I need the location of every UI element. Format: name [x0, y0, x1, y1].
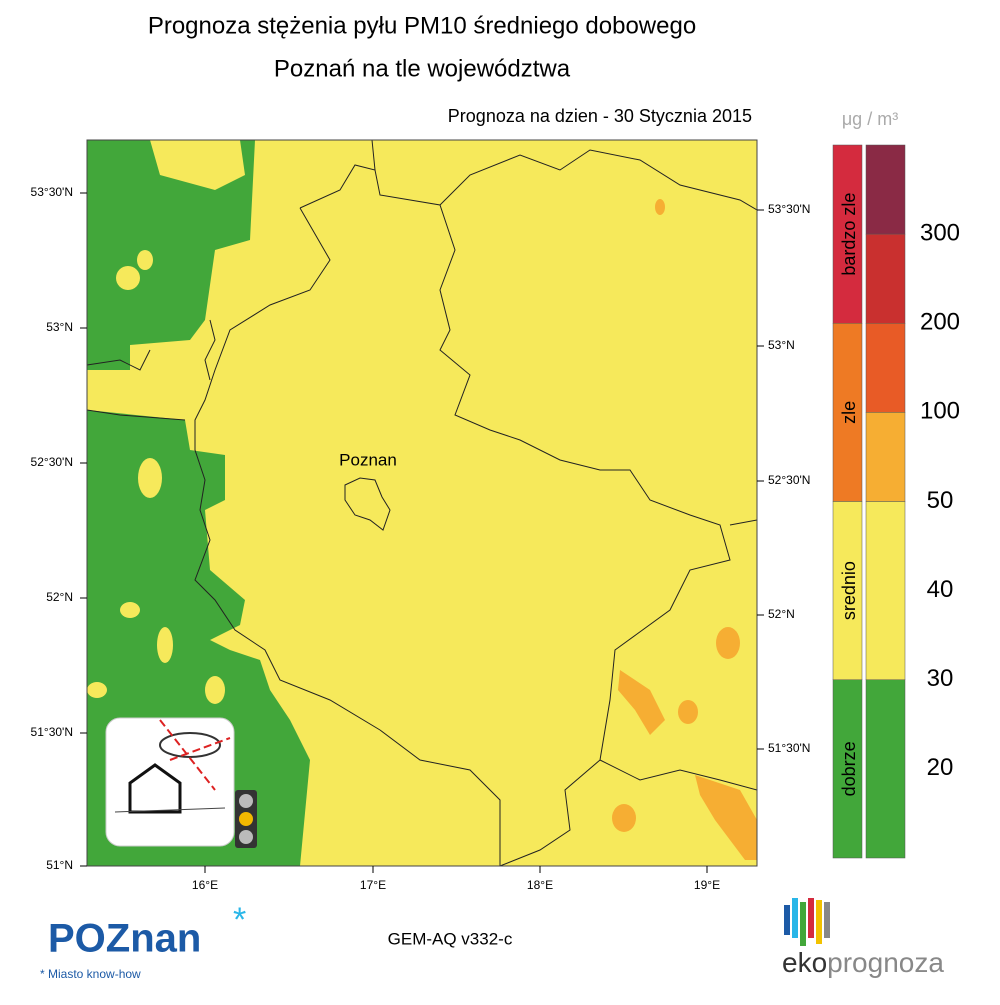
legend-scale-value: 50 — [927, 487, 954, 514]
icon-box — [105, 717, 235, 847]
logo-asterisk: * — [233, 901, 246, 939]
lat-label-right: 53°30'N — [768, 202, 810, 216]
lat-label-left: 51°N — [46, 858, 73, 872]
legend-category-label: bardzo zle — [839, 193, 859, 276]
lat-label-right: 52°30'N — [768, 473, 810, 487]
legend: μg / m³ bardzo zle zle srednio dobrze 300 200… — [832, 109, 960, 859]
legend-scale-value: 40 — [927, 576, 954, 603]
legend-scale-band — [865, 233, 906, 324]
lat-label-right: 51°30'N — [768, 741, 810, 755]
legend-scale-value: 30 — [927, 665, 954, 692]
legend-unit: μg / m³ — [842, 109, 898, 129]
legend-category-label: srednio — [839, 561, 859, 620]
legend-scale-band — [865, 412, 906, 502]
traffic-light — [235, 790, 257, 848]
legend-category — [832, 144, 863, 324]
lat-label-right: 53°N — [768, 338, 795, 352]
legend-scale-band — [865, 323, 906, 413]
logo-left: POZnan — [48, 917, 201, 961]
map: Poznan — [86, 139, 758, 867]
logo-right: ekoprognoza — [782, 947, 944, 978]
lon-label: 16°E — [192, 878, 218, 892]
date-label: Prognoza na dzien - 30 Stycznia 2015 — [448, 106, 752, 126]
lat-label-left: 53°30'N — [31, 185, 73, 199]
city-label: Poznan — [339, 450, 397, 469]
lon-label: 18°E — [527, 878, 553, 892]
lon-label: 19°E — [694, 878, 720, 892]
legend-scale-value: 100 — [920, 398, 960, 425]
legend-category-label: dobrze — [839, 741, 859, 796]
lat-label-right: 52°N — [768, 607, 795, 621]
lat-label-left: 52°30'N — [31, 455, 73, 469]
legend-scale-value: 200 — [920, 309, 960, 336]
logo-prognoza: prognoza — [827, 947, 944, 978]
logo-eko: eko — [782, 947, 827, 978]
footer: POZnan * * Miasto know-how GEM-AQ v332-c… — [40, 898, 944, 981]
title: Prognoza stężenia pyłu PM10 średniego do… — [148, 12, 696, 39]
legend-category — [832, 323, 863, 502]
legend-scale-band — [865, 679, 906, 859]
lat-label-left: 52°N — [46, 590, 73, 604]
legend-category-label: zle — [839, 401, 859, 424]
lat-label-left: 51°30'N — [31, 725, 73, 739]
logo-bars — [784, 898, 830, 946]
legend-scale-band — [865, 144, 906, 235]
legend-category — [832, 679, 863, 859]
legend-scale-value: 20 — [927, 754, 954, 781]
legend-scale-value: 300 — [920, 219, 960, 246]
legend-category — [832, 501, 863, 680]
model-label: GEM-AQ v332-c — [388, 929, 513, 948]
lon-label: 17°E — [360, 878, 386, 892]
legend-scale-band — [865, 501, 906, 680]
logo-tagline: * Miasto know-how — [40, 967, 141, 981]
lat-label-left: 53°N — [46, 320, 73, 334]
subtitle: Poznań na tle województwa — [274, 55, 571, 82]
